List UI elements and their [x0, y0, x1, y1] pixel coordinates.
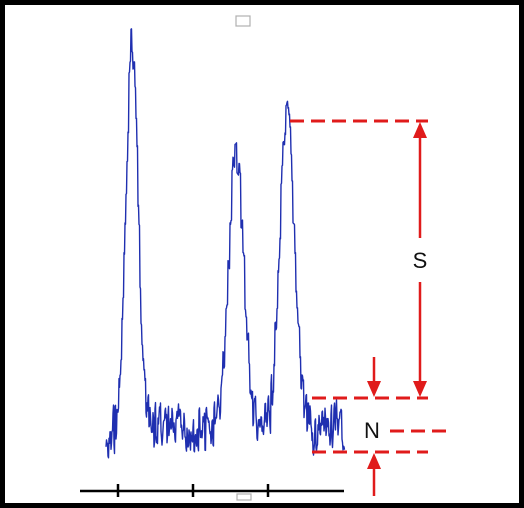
- signal-arrow-up-head: [413, 122, 427, 138]
- chromatogram-trace: [105, 28, 346, 459]
- signal-label: S: [413, 248, 428, 273]
- signal-arrow-down-head: [413, 381, 427, 397]
- noise-arrow-up-head: [367, 453, 381, 469]
- top-handle-mark: [235, 15, 251, 27]
- noise-label: N: [364, 418, 380, 443]
- noise-arrow-down-head: [367, 381, 381, 397]
- bottom-handle-mark: [236, 493, 252, 501]
